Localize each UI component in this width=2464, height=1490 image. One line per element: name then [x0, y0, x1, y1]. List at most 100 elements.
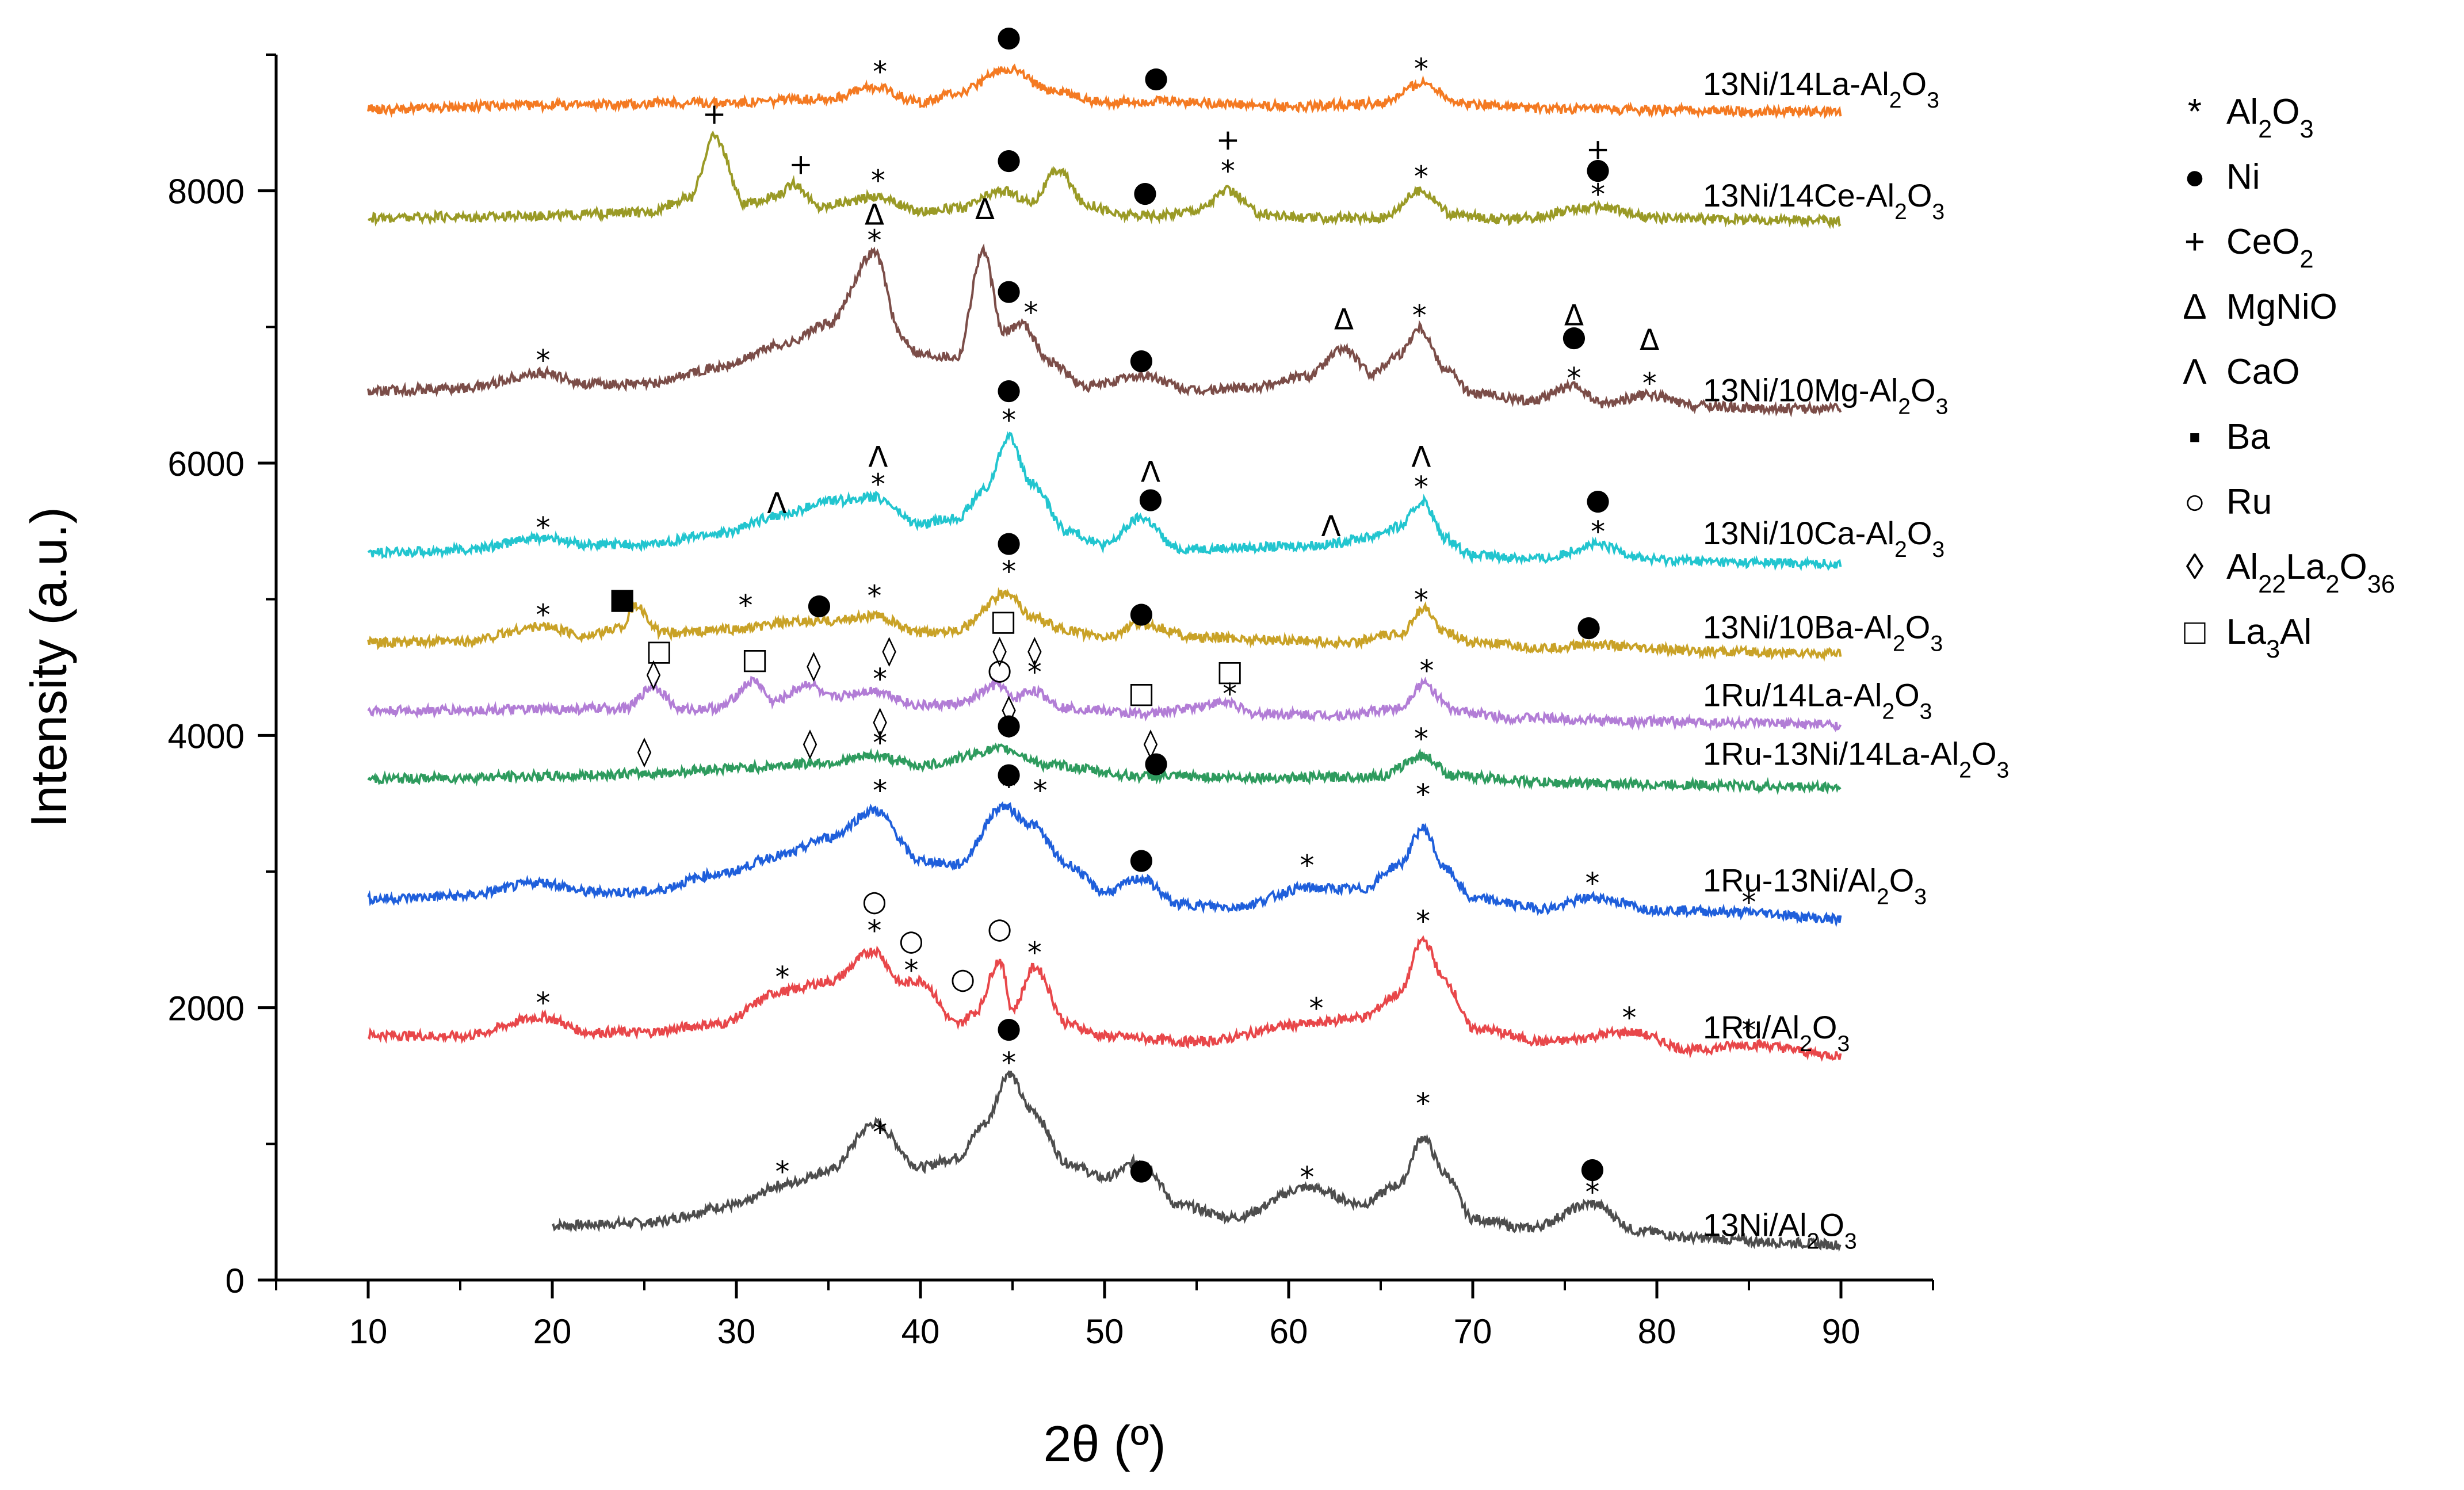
peak-marker: *: [1002, 720, 1016, 753]
peak-marker: *: [1420, 654, 1434, 687]
peak-marker: ●: [1133, 175, 1158, 208]
legend-entry: CeO2: [2226, 222, 2314, 273]
peak-marker: *: [1416, 1087, 1430, 1121]
x-tick-label: 60: [1270, 1312, 1308, 1351]
peak-marker: ◊: [637, 735, 652, 768]
peak-marker: ○: [862, 884, 887, 918]
peak-marker: Δ: [975, 193, 995, 226]
peak-markers: ***●● ***●***○*○○○**** ** *●*● ****◊ ◊ *◊ *●◊◊●…: [536, 20, 1756, 1209]
peak-marker: *: [1414, 471, 1428, 504]
series-label-s0: 13Ni/Al2O3: [1703, 1206, 1857, 1254]
peak-marker: ◊: [647, 657, 661, 690]
legend-symbol: Λ: [2183, 352, 2207, 392]
peak-marker: *: [1742, 885, 1756, 919]
peak-marker: ●: [996, 273, 1022, 306]
peak-marker: □: [741, 642, 768, 675]
peak-marker: *: [1586, 1176, 1600, 1209]
peak-marker: Λ: [1141, 456, 1160, 489]
peak-marker: *: [1223, 677, 1237, 710]
x-axis-title: 2θ (º): [1043, 1415, 1166, 1472]
peak-marker: *: [873, 1115, 887, 1149]
peak-marker: ●: [807, 587, 832, 621]
peak-marker: *: [1300, 1161, 1315, 1194]
legend-entry: CaO: [2226, 352, 2299, 392]
peak-marker: *: [868, 914, 882, 948]
series-line-s3: [367, 742, 1842, 796]
peak-marker: +: [789, 148, 813, 181]
peak-marker: +: [702, 97, 727, 131]
y-axis-title: Intensity (a.u.): [20, 507, 77, 828]
peak-marker: *: [776, 1155, 790, 1189]
peak-marker: *: [1309, 992, 1324, 1025]
legend-symbol: ◊: [2186, 547, 2204, 587]
series-line-s2: [367, 801, 1842, 928]
peak-marker: ●: [1138, 482, 1163, 515]
peak-marker: ◊: [873, 705, 887, 738]
legend-symbol: *: [2188, 92, 2202, 132]
series-label-s8: 13Ni/14Ce-Al2O3: [1703, 177, 1945, 224]
peak-marker: ◊: [1027, 634, 1042, 667]
peak-marker: *: [1414, 160, 1428, 193]
peak-marker: *: [536, 598, 551, 632]
x-tick-label: 50: [1086, 1312, 1124, 1351]
legend-entry: Al22La2O36: [2226, 547, 2395, 598]
legend-symbol: ▪: [2188, 417, 2201, 457]
peak-marker: ●: [1144, 60, 1169, 94]
peak-marker: *: [536, 344, 551, 377]
series-line-s5: [367, 587, 1842, 662]
peak-marker: ■: [609, 582, 636, 616]
series-label-s9: 13Ni/14La-Al2O3: [1703, 66, 1939, 113]
peak-marker: *: [739, 589, 753, 622]
peak-marker: ●: [996, 525, 1022, 558]
peak-marker: *: [904, 954, 919, 987]
axes: 10 20 30 40 50 60 70 80 90 0 2000 4000 6000 8000: [168, 54, 1934, 1351]
peak-marker: Δ: [1564, 299, 1584, 332]
peak-marker: *: [1642, 367, 1657, 400]
peak-marker: Λ: [868, 441, 888, 474]
peak-marker: ●: [1561, 319, 1587, 353]
legend-symbol: ○: [2184, 482, 2205, 522]
x-tick-label: 20: [533, 1312, 572, 1351]
series-label-s3: 1Ru-13Ni/14La-Al2O3: [1703, 735, 2009, 782]
peak-marker: *: [1622, 1002, 1637, 1035]
peak-marker: ●: [996, 372, 1022, 406]
y-tick-label: 2000: [168, 989, 245, 1028]
peak-marker: ◊: [807, 649, 821, 682]
series-labels: 13Ni/Al2O3 1Ru/Al2O3 1Ru-13Ni/Al2O3 1Ru-13N…: [1703, 66, 2009, 1254]
legend: * Al2O3 ● Ni + CeO2 Δ MgNiO Λ CaO ▪ Ba ○ Ru ◊ Al22La2O3…: [2183, 92, 2395, 663]
legend-symbol: □: [2184, 612, 2206, 652]
peak-marker: *: [1002, 555, 1016, 588]
peak-marker: ●: [996, 20, 1022, 53]
peak-marker: +: [1216, 123, 1240, 156]
peak-marker: □: [1216, 654, 1243, 687]
peak-marker: ◊: [1144, 727, 1158, 760]
legend-symbol: +: [2184, 222, 2205, 262]
peak-marker: +: [1586, 133, 1610, 166]
y-tick-label: 6000: [168, 445, 245, 483]
peak-marker: ●: [1580, 1151, 1605, 1185]
peak-marker: *: [1033, 774, 1048, 807]
y-tick-label: 4000: [168, 717, 245, 755]
legend-entry: La3Al: [2226, 612, 2312, 663]
series-line-s9: [367, 63, 1842, 119]
legend-entry: Ba: [2226, 417, 2270, 457]
peak-marker: *: [1567, 361, 1581, 395]
peak-marker: *: [1416, 778, 1430, 811]
series-label-s2: 1Ru-13Ni/Al2O3: [1703, 862, 1927, 910]
peak-marker: ◊: [803, 727, 817, 760]
peak-marker: *: [1416, 905, 1430, 938]
series-label-s5: 13Ni/10Ba-Al2O3: [1703, 609, 1943, 656]
peak-marker: *: [1414, 583, 1428, 617]
x-tick-label: 40: [901, 1312, 940, 1351]
series-label-s6: 13Ni/10Ca-Al2O3: [1703, 515, 1945, 562]
peak-marker: ●: [1586, 152, 1611, 185]
peak-marker: Λ: [767, 487, 786, 520]
peak-marker: Δ: [865, 198, 884, 231]
peak-marker: *: [873, 727, 887, 760]
x-tick-label: 80: [1638, 1312, 1676, 1351]
peak-marker: Δ: [1334, 303, 1354, 337]
peak-marker: *: [1221, 155, 1235, 188]
peak-marker: □: [645, 634, 673, 667]
peak-marker: *: [1742, 1014, 1756, 1047]
peak-marker: ●: [996, 757, 1022, 790]
